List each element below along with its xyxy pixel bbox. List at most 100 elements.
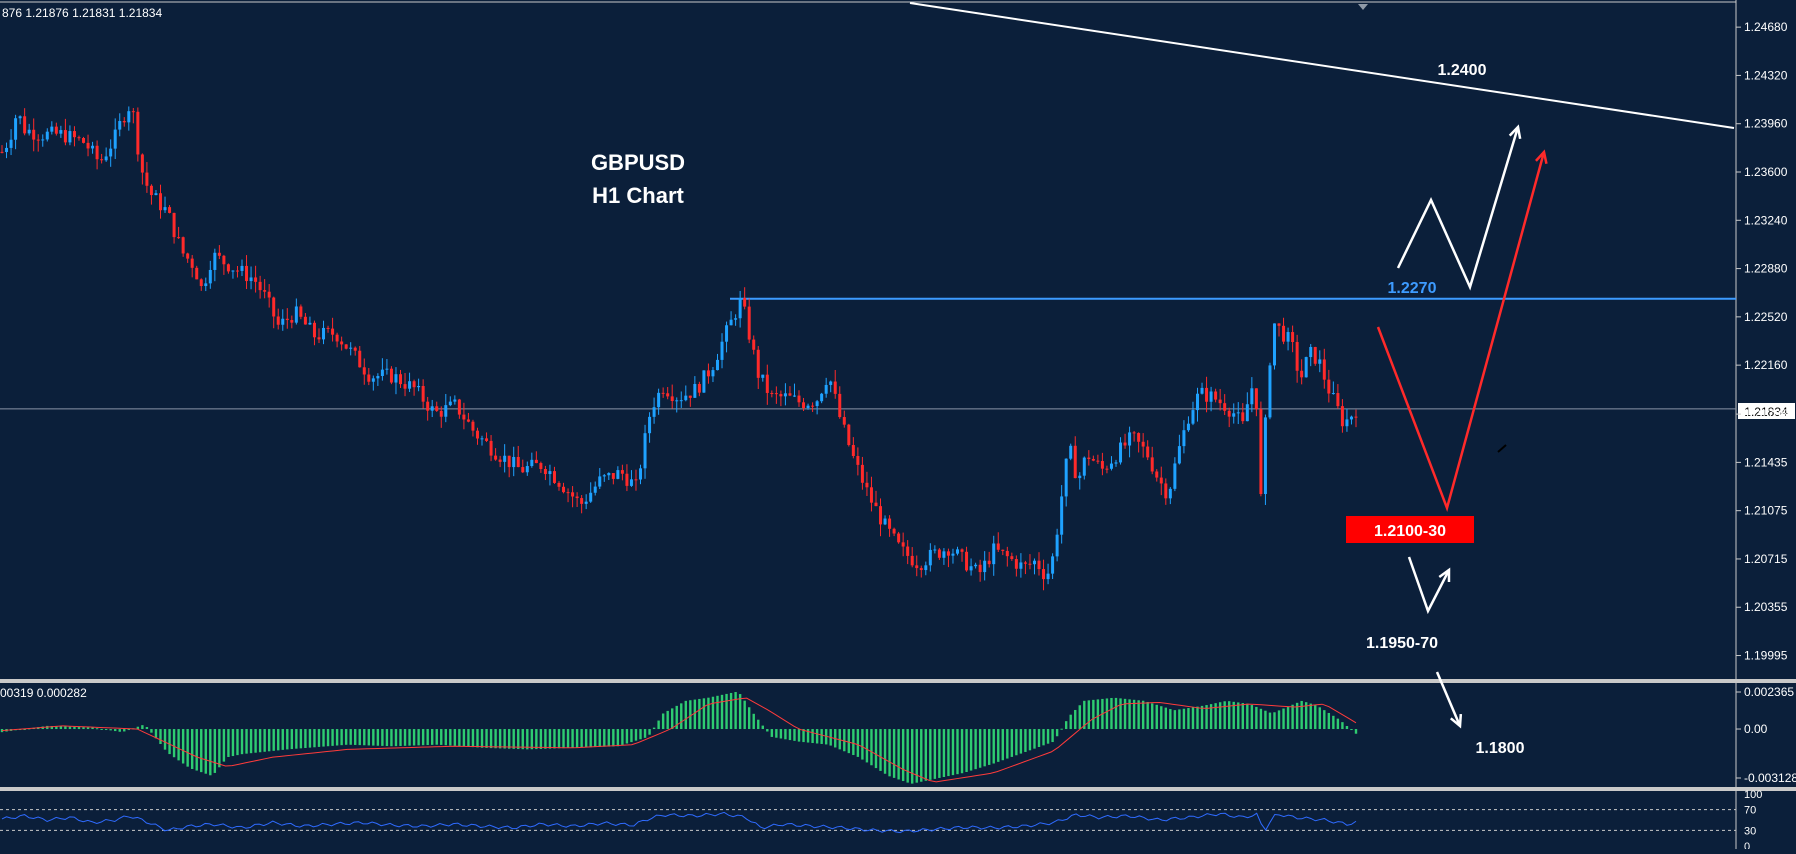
candle-bull — [371, 378, 375, 382]
macd-histogram-bar — [299, 729, 303, 749]
macd-histogram-bar — [344, 729, 348, 745]
candle-bull — [715, 359, 719, 371]
candle-bear — [770, 392, 774, 394]
macd-histogram-bar — [68, 726, 72, 730]
price-tick-label: 1.24320 — [1744, 68, 1788, 82]
macd-header: 00319 0.000282 — [0, 686, 87, 700]
candle-bear — [566, 492, 570, 494]
macd-histogram-bar — [507, 729, 511, 749]
macd-histogram-bar — [317, 729, 321, 747]
macd-histogram-bar — [390, 729, 393, 747]
macd-histogram-bar — [118, 729, 121, 732]
candle-bull — [720, 341, 724, 360]
candle-bull — [408, 381, 412, 389]
projection-path-red — [1376, 151, 1546, 513]
candle-bear — [226, 264, 230, 272]
candle-bear — [575, 496, 579, 499]
macd-histogram-bar — [1218, 702, 1222, 730]
chart-title: GBPUSD — [591, 150, 685, 175]
macd-histogram-bar — [684, 700, 687, 730]
macd-histogram-bar — [1232, 701, 1235, 730]
macd-histogram-bar — [1291, 704, 1294, 730]
macd-histogram-bar — [566, 729, 570, 748]
macd-histogram-bar — [1336, 718, 1340, 730]
macd-histogram-bar — [838, 729, 841, 750]
candle-bear — [36, 139, 40, 141]
macd-histogram-bar — [444, 729, 447, 746]
candle-bear — [95, 145, 99, 160]
macd-histogram-bar — [607, 729, 611, 747]
candle-bear — [534, 459, 538, 464]
macd-histogram-bar — [64, 726, 67, 730]
macd-histogram-bar — [911, 729, 914, 784]
macd-histogram-bar — [720, 694, 724, 730]
candle-bull — [1032, 560, 1036, 565]
candle-bull — [1196, 393, 1200, 411]
macd-histogram-bar — [349, 729, 352, 745]
macd-histogram-bar — [743, 700, 746, 730]
macd-histogram-bar — [213, 729, 217, 773]
cursor-mark — [1497, 444, 1507, 453]
candle-bull — [1250, 388, 1254, 405]
candle-bear — [1132, 432, 1136, 434]
macd-histogram-bar — [150, 729, 153, 733]
candle-bear — [122, 121, 126, 123]
candle-bear — [670, 396, 674, 402]
macd-histogram-bar — [852, 729, 855, 756]
candle-bull — [448, 401, 452, 406]
macd-histogram-bar — [421, 729, 425, 746]
macd-histogram-bar — [707, 697, 710, 730]
macd-histogram-bar — [725, 693, 728, 730]
macd-histogram-bar — [906, 729, 909, 783]
arrow-head-down-icon — [1449, 713, 1463, 729]
candle-bear — [222, 255, 226, 265]
candle-bear — [562, 486, 566, 493]
macd-histogram-bar — [530, 729, 534, 750]
macd-histogram-bar — [1078, 705, 1081, 730]
candles — [0, 106, 1358, 591]
candle-bear — [1282, 325, 1286, 342]
candle-bear — [847, 424, 851, 446]
candle-bear — [661, 392, 665, 394]
candle-bull — [41, 139, 45, 141]
macd-histogram-bar — [1092, 699, 1095, 730]
macd-histogram-bar — [1114, 697, 1118, 730]
macd-histogram-bar — [295, 729, 298, 749]
candle-bear — [1327, 379, 1331, 394]
candle-bear — [797, 395, 801, 403]
candle-bull — [1078, 475, 1082, 479]
macd-histogram-bar — [1323, 710, 1326, 730]
macd-histogram-bar — [417, 729, 420, 746]
candle-bear — [1159, 477, 1163, 484]
macd-histogram-bar — [1169, 709, 1172, 730]
macd-histogram-bar — [399, 729, 402, 746]
macd-histogram-bar — [965, 729, 968, 772]
candle-bull — [163, 207, 167, 211]
macd-histogram-bar — [1273, 712, 1276, 730]
candle-bull — [380, 369, 384, 377]
macd-histogram-bar — [987, 729, 991, 765]
candle-bull — [59, 130, 63, 134]
macd-histogram-bar — [159, 729, 162, 744]
candle-bull — [955, 549, 959, 554]
candle-bull — [1309, 347, 1313, 358]
macd-histogram-bar — [933, 729, 937, 779]
candle-bull — [240, 265, 244, 271]
macd-histogram-bar — [562, 729, 565, 749]
macd-histogram-bar — [109, 729, 112, 731]
macd-histogram-bar — [671, 708, 674, 730]
macd-histogram-bar — [114, 729, 117, 732]
candle-bull — [503, 455, 507, 462]
macd-histogram-bar — [480, 729, 484, 748]
macd-histogram-bar — [652, 727, 656, 730]
candle-bull — [1331, 393, 1335, 395]
arrow-head-white-icon — [1508, 124, 1522, 140]
macd-histogram-bar — [1295, 702, 1299, 730]
macd-histogram-bar — [861, 729, 864, 760]
candle-bull — [1245, 404, 1249, 422]
candle-bull — [5, 147, 9, 153]
candle-bear — [303, 316, 307, 325]
macd-histogram-bar — [584, 729, 588, 748]
